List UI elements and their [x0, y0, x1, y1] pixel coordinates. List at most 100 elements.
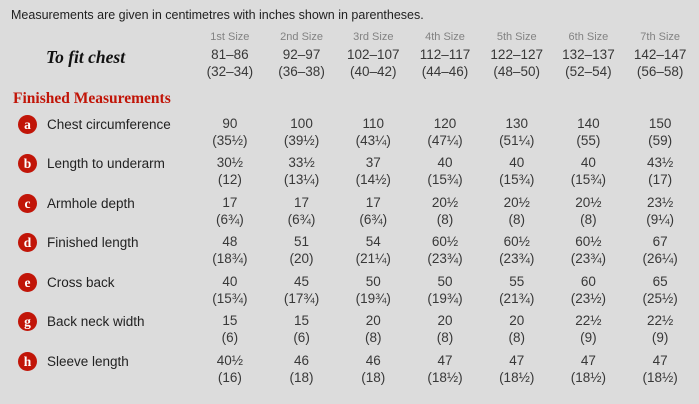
- measurement-cell: 50 (19¾): [337, 273, 409, 308]
- inches-value: (20): [289, 251, 314, 267]
- measurement-row: c Armhole depth 17 (6¾) 17 (6¾) 17 (6¾) 20½ (8)…: [4, 193, 696, 229]
- cm-value: 102–107: [347, 47, 400, 62]
- measurement-cell: 50 (19¾): [409, 273, 481, 308]
- cm-value: 15: [222, 313, 238, 329]
- row-label-cell: g Back neck width: [4, 312, 194, 332]
- measurement-cell: 51 (20): [266, 233, 338, 268]
- measurement-cell: 110 (43¼): [337, 115, 409, 150]
- cm-value: 47: [580, 352, 596, 368]
- size-column-header: 7th Size: [640, 31, 681, 43]
- measurement-cell: 60½ (23¾): [409, 233, 481, 268]
- cm-value: 60½: [431, 234, 459, 250]
- size-column-header: 3rd Size: [353, 31, 394, 43]
- measurement-row: h Sleeve length 40½ (16) 46 (18) 46 (18) 47 (18…: [4, 351, 696, 387]
- cm-value: 40: [222, 273, 238, 289]
- inches-value: (40–42): [350, 64, 397, 80]
- row-letter-badge: g: [18, 312, 37, 332]
- measurement-cell: 90 (35½): [194, 115, 266, 150]
- to-fit-chest-label: To fit chest: [46, 47, 126, 67]
- row-label-cell: a Chest circumference: [4, 114, 194, 134]
- inches-value: (6¾): [359, 211, 388, 227]
- to-fit-cell: 92–97 (36–38): [266, 46, 338, 81]
- measurement-cell: 54 (21¼): [337, 233, 409, 268]
- row-label: Chest circumference: [47, 116, 171, 132]
- cm-value: 17: [222, 194, 238, 210]
- inches-value: (43¼): [355, 132, 391, 148]
- cm-value: 60: [580, 273, 596, 289]
- measurement-cell: 150 (59): [624, 115, 696, 150]
- measurement-cell: 15 (6): [194, 312, 266, 347]
- row-letter-badge: e: [18, 272, 37, 292]
- inches-value: (15¾): [212, 290, 248, 306]
- cm-value: 37: [365, 155, 381, 171]
- row-label: Finished length: [47, 235, 139, 251]
- cm-value: 60½: [575, 234, 602, 250]
- cm-value: 90: [222, 115, 238, 131]
- inches-value: (18): [289, 369, 314, 385]
- cm-value: 150: [648, 115, 672, 131]
- to-fit-cell: 81–86 (32–34): [194, 46, 266, 81]
- cm-value: 110: [362, 115, 385, 131]
- cm-value: 40: [509, 155, 525, 171]
- row-letter-badge: a: [18, 114, 37, 134]
- size-column-header: 2nd Size: [280, 31, 323, 43]
- size-column-header: 6th Size: [568, 31, 609, 43]
- row-label: Sleeve length: [47, 353, 129, 369]
- cm-value: 65: [652, 273, 668, 289]
- cm-value: 20½: [503, 194, 530, 210]
- measurement-cell: 48 (18¾): [194, 233, 266, 268]
- measurement-cell: 17 (6¾): [194, 194, 266, 229]
- inches-value: (6): [221, 330, 239, 346]
- measurement-note: Measurements are given in centimetres wi…: [11, 8, 424, 22]
- measurement-cell: 65 (25½): [624, 273, 696, 308]
- inches-value: (21¼): [355, 251, 391, 267]
- inches-value: (18½): [499, 369, 535, 385]
- inches-value: (9): [651, 330, 669, 346]
- size-column-header: 4th Size: [425, 31, 465, 43]
- measurement-cell: 17 (6¾): [337, 194, 409, 229]
- inches-value: (56–58): [636, 64, 684, 80]
- inches-value: (32–34): [206, 64, 254, 80]
- measurement-cell: 17 (6¾): [266, 194, 338, 229]
- cm-value: 130: [505, 115, 528, 131]
- cm-value: 81–86: [211, 47, 249, 62]
- cm-value: 47: [437, 352, 453, 368]
- inches-value: (8): [365, 330, 382, 346]
- measurement-cell: 40 (15¾): [481, 154, 553, 189]
- row-label-cell: e Cross back: [4, 272, 194, 292]
- inches-value: (55): [576, 132, 601, 148]
- cm-value: 47: [652, 352, 668, 368]
- inches-value: (19¾): [427, 290, 463, 306]
- inches-value: (14½): [355, 172, 391, 188]
- measurement-cell: 23½ (9¼): [624, 194, 696, 229]
- size-column-header: 5th Size: [496, 31, 537, 43]
- measurement-cell: 47 (18½): [409, 352, 481, 387]
- cm-value: 112–117: [419, 47, 471, 62]
- measurement-cell: 20½ (8): [553, 194, 625, 229]
- cm-value: 20: [437, 313, 453, 329]
- inches-value: (23¾): [427, 251, 463, 267]
- inches-value: (15¾): [499, 172, 535, 188]
- inches-value: (48–50): [493, 64, 540, 80]
- cm-value: 120: [433, 115, 457, 131]
- size-column-header: 1st Size: [210, 31, 250, 43]
- size-header-row: 1st Size 2nd Size 3rd Size 4th Size 5th …: [4, 31, 696, 46]
- cm-value: 30½: [216, 155, 243, 171]
- measurement-cell: 30½ (12): [194, 154, 266, 189]
- measurement-cell: 40 (15¾): [409, 154, 481, 189]
- row-letter-badge: h: [18, 351, 37, 371]
- measurement-cell: 67 (26¼): [624, 233, 696, 268]
- measurement-cell: 33½ (13¼): [266, 154, 338, 189]
- cm-value: 67: [652, 234, 668, 250]
- measurement-row: b Length to underarm 30½ (12) 33½ (13¼) 37 (1…: [4, 154, 696, 189]
- inches-value: (6): [293, 330, 310, 346]
- inches-value: (18): [361, 369, 386, 385]
- measurement-cell: 20 (8): [337, 312, 409, 347]
- cm-value: 132–137: [562, 47, 615, 62]
- measurement-cell: 60½ (23¾): [481, 233, 553, 268]
- measurement-cell: 140 (55): [553, 115, 625, 150]
- measurement-cell: 55 (21¾): [481, 273, 553, 308]
- cm-value: 45: [294, 273, 310, 289]
- measurement-cell: 20 (8): [409, 312, 481, 347]
